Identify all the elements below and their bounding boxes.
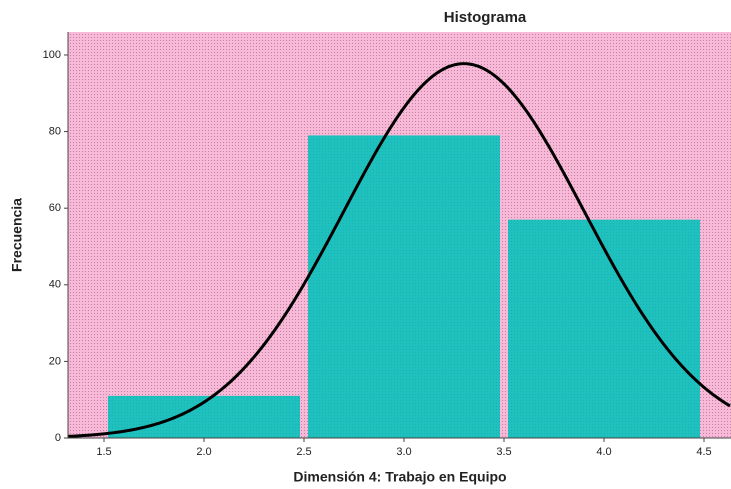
chart-title: Histograma: [444, 9, 527, 26]
x-tick-label: 1.5: [96, 446, 111, 458]
y-tick-label: 0: [55, 432, 61, 444]
x-tick-label: 3.0: [396, 446, 411, 458]
y-tick-label: 20: [49, 355, 61, 367]
x-tick-label: 2.0: [196, 446, 211, 458]
y-tick-label: 100: [43, 49, 61, 61]
y-tick-label: 40: [49, 279, 61, 291]
x-axis-label: Dimensión 4: Trabajo en Equipo: [293, 469, 506, 485]
y-axis-label: Frecuencia: [9, 198, 25, 272]
x-tick-label: 2.5: [296, 446, 311, 458]
bar-texture: [308, 135, 500, 438]
x-tick-label: 3.5: [496, 446, 511, 458]
bar-texture: [508, 219, 700, 438]
y-tick-label: 60: [49, 202, 61, 214]
x-tick-label: 4.5: [696, 446, 711, 458]
x-tick-label: 4.0: [596, 446, 611, 458]
normal-curve: [67, 62, 731, 438]
y-tick-label: 80: [49, 125, 61, 137]
